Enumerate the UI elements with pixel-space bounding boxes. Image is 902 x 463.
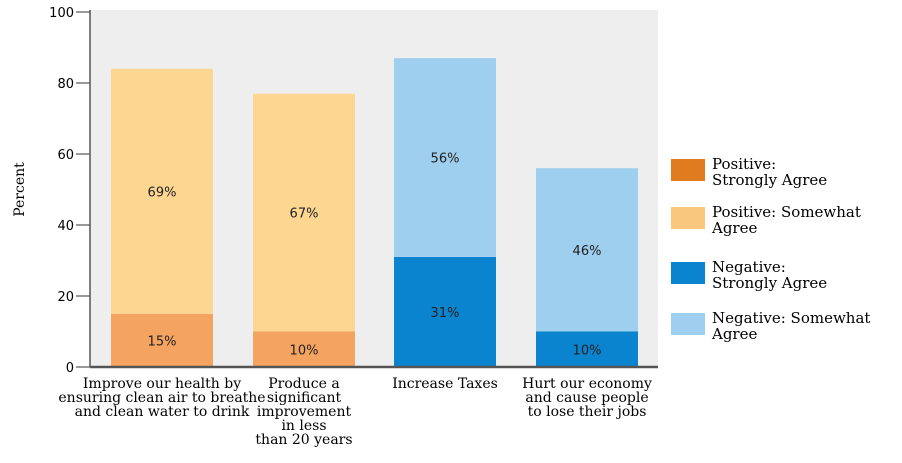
x-category-label-line: Produce a <box>268 376 339 392</box>
legend-label-line: Positive: Somewhat <box>712 203 861 221</box>
data-label: 56% <box>431 152 460 167</box>
bar-segment <box>394 58 496 257</box>
data-label: 67% <box>290 207 319 222</box>
y-tick-label: 80 <box>57 77 74 92</box>
x-category-label-line: to lose their jobs <box>528 404 647 420</box>
bar-segment <box>253 93 355 332</box>
bar-segment <box>394 256 496 367</box>
legend-label: Negative: Somewhat Agree <box>711 309 870 343</box>
x-category-label-line: Hurt our economy <box>522 376 652 392</box>
y-axis-label: Percent <box>12 162 28 217</box>
x-category-label: Hurt our economy and cause people to lose … <box>522 376 652 420</box>
y-tick-label: 0 <box>66 361 74 376</box>
legend-swatch <box>671 262 705 284</box>
legend-label-line: Negative: Somewhat <box>712 309 870 327</box>
x-category-label: Improve our health by ensuring clean air … <box>58 376 265 420</box>
x-category-label: Produce a significant improvement in less th… <box>255 376 352 448</box>
legend-swatch <box>671 207 705 229</box>
x-category-label-line: Increase Taxes <box>392 376 498 392</box>
x-category-label-line: improvement <box>257 404 352 420</box>
data-label: 69% <box>148 185 177 200</box>
legend-label-line: Negative: <box>712 258 786 276</box>
y-tick-label: 60 <box>57 148 74 163</box>
data-label: 31% <box>431 306 460 321</box>
y-tick-label: 20 <box>57 290 74 305</box>
data-label: 10% <box>573 343 602 358</box>
data-label: 46% <box>573 244 602 259</box>
y-tick-label: 100 <box>49 6 74 21</box>
legend-swatch <box>671 159 705 181</box>
legend-swatch <box>671 313 705 335</box>
x-category-label-line: and clean water to drink <box>75 404 250 420</box>
data-label: 15% <box>148 334 177 349</box>
x-category-label-line: in less <box>281 418 326 434</box>
x-category-label-line: and cause people <box>525 390 648 406</box>
legend-label: Positive: Somewhat Agree <box>711 203 861 237</box>
bar-segment <box>111 68 213 314</box>
x-category-label-line: than 20 years <box>255 432 352 448</box>
legend-label: Negative: Strongly Agree <box>712 258 827 292</box>
data-label: 10% <box>290 343 319 358</box>
legend-label-line: Agree <box>711 219 757 237</box>
legend-label-line: Agree <box>711 325 757 343</box>
x-category-label-line: ensuring clean air to breathe <box>58 390 265 406</box>
legend-label-line: Positive: <box>712 155 776 173</box>
y-tick-label: 40 <box>57 219 74 234</box>
bar-segment <box>536 331 638 367</box>
x-category-label-line: significant <box>267 390 342 406</box>
legend-label: Positive: Strongly Agree <box>712 155 827 189</box>
bar-segment <box>536 168 638 332</box>
legend-label-line: Strongly Agree <box>712 171 827 189</box>
x-category-label: Increase Taxes <box>392 376 498 392</box>
legend-label-line: Strongly Agree <box>712 274 827 292</box>
bar-segment <box>111 313 213 367</box>
bar-segment <box>253 331 355 367</box>
x-category-label-line: Improve our health by <box>83 376 241 392</box>
